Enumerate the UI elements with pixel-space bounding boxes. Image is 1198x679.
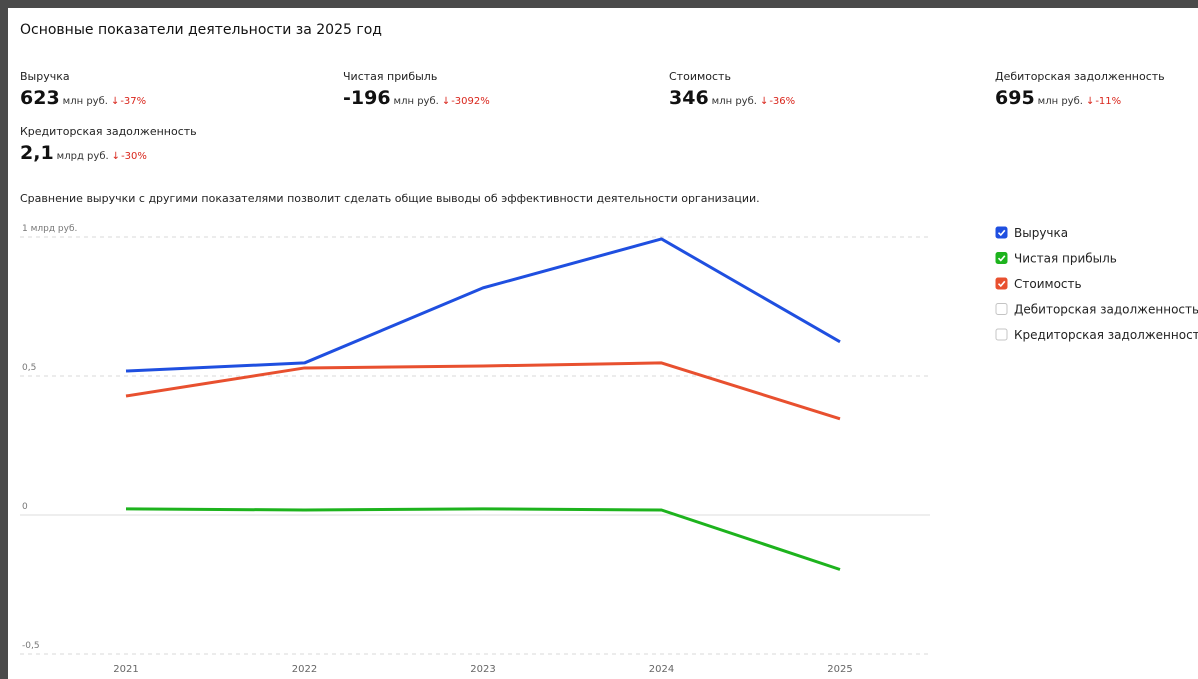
metric-value: 2,1 — [20, 142, 54, 164]
metric-value: 695 — [995, 87, 1035, 109]
y-tick-label: 0 — [22, 502, 28, 512]
metric-label: Выручка — [20, 70, 70, 83]
metric-unit: млн руб. — [62, 96, 108, 107]
metric-value: 623 — [20, 87, 60, 109]
series-line — [125, 237, 841, 373]
checkbox-box — [995, 252, 1008, 264]
metric-change: -3092% — [451, 96, 490, 107]
y-tick-label: 1 млрд руб. — [22, 224, 77, 234]
legend-label: Дебиторская задолженность — [1014, 303, 1198, 317]
metric-unit: млрд руб. — [56, 151, 109, 162]
metric-unit: млн руб. — [393, 96, 439, 107]
metric-unit: млн руб. — [711, 96, 757, 107]
check-mark — [997, 255, 1006, 262]
note: Сравнение выручки с другими показателями… — [20, 192, 760, 205]
legend-checkbox[interactable] — [995, 277, 1008, 290]
legend-label: Чистая прибыль — [1014, 252, 1117, 266]
metric-change: -37% — [120, 96, 147, 107]
metric-value: -196 — [343, 87, 391, 109]
metric-label: Стоимость — [669, 70, 731, 83]
x-tick-label: 2022 — [292, 664, 317, 675]
series-line — [125, 361, 841, 421]
series-line — [125, 507, 841, 571]
legend-checkbox[interactable] — [995, 252, 1008, 264]
legend-checkbox[interactable] — [995, 226, 1008, 239]
metric-label: Кредиторская задолженность — [20, 125, 197, 138]
metric-change: -11% — [1095, 96, 1122, 107]
checkbox-box — [995, 303, 1008, 315]
check-mark — [997, 229, 1006, 237]
metric-value: 346 — [669, 87, 709, 109]
checkbox-box — [995, 328, 1008, 341]
metric: Выручка 623 млн руб. ↓-37% — [20, 70, 320, 109]
x-tick-label: 2024 — [649, 664, 674, 675]
down-arrow: ↓ — [111, 151, 121, 162]
checkbox-box — [995, 226, 1008, 239]
checkbox-box — [995, 277, 1008, 290]
metric-row: -196 млн руб. ↓-3092% — [343, 87, 643, 109]
y-tick-label: 0,5 — [22, 363, 36, 373]
x-tick-label: 2025 — [827, 664, 852, 675]
down-arrow: ↓ — [110, 96, 120, 107]
metric-row: 2,1 млрд руб. ↓-30% — [20, 142, 320, 164]
legend-label: Кредиторская задолженность — [1014, 328, 1198, 342]
down-arrow: ↓ — [759, 96, 769, 107]
metric-label: Дебиторская задолженность — [995, 70, 1165, 83]
y-tick-label: -0,5 — [22, 641, 40, 651]
legend-checkbox[interactable] — [995, 303, 1008, 315]
metric-label: Чистая прибыль — [343, 70, 438, 83]
metric-row: 623 млн руб. ↓-37% — [20, 87, 320, 109]
metric: Кредиторская задолженность 2,1 млрд руб. ↓-… — [20, 125, 320, 164]
legend-label: Выручка — [1014, 226, 1068, 240]
metric-row: 346 млн руб. ↓-36% — [669, 87, 969, 109]
legend-label: Стоимость — [1014, 277, 1082, 291]
x-tick-label: 2021 — [113, 664, 138, 675]
metric: Чистая прибыль -196 млн руб. ↓-3092% — [343, 70, 643, 109]
check-mark — [997, 280, 1006, 288]
metric: Стоимость 346 млн руб. ↓-36% — [669, 70, 969, 109]
metric-change: -30% — [121, 151, 147, 162]
metric-row: 695 млн руб. ↓-11% — [995, 87, 1198, 109]
metric: Дебиторская задолженность 695 млн руб. ↓-11… — [995, 70, 1198, 109]
card: Основные показатели деятельности за 2025… — [8, 8, 1198, 679]
x-tick-label: 2023 — [470, 664, 495, 675]
metric-change: -36% — [769, 96, 796, 107]
down-arrow: ↓ — [441, 96, 451, 107]
legend-checkbox[interactable] — [995, 328, 1008, 341]
down-arrow: ↓ — [1085, 96, 1095, 107]
chart: -0,5 0 0,5 1 млрд руб. 2021 2022 2023 2024 2025 В… — [20, 224, 1198, 675]
page-title: Основные показатели деятельности за 2025… — [20, 22, 382, 38]
metric-unit: млн руб. — [1037, 96, 1083, 107]
